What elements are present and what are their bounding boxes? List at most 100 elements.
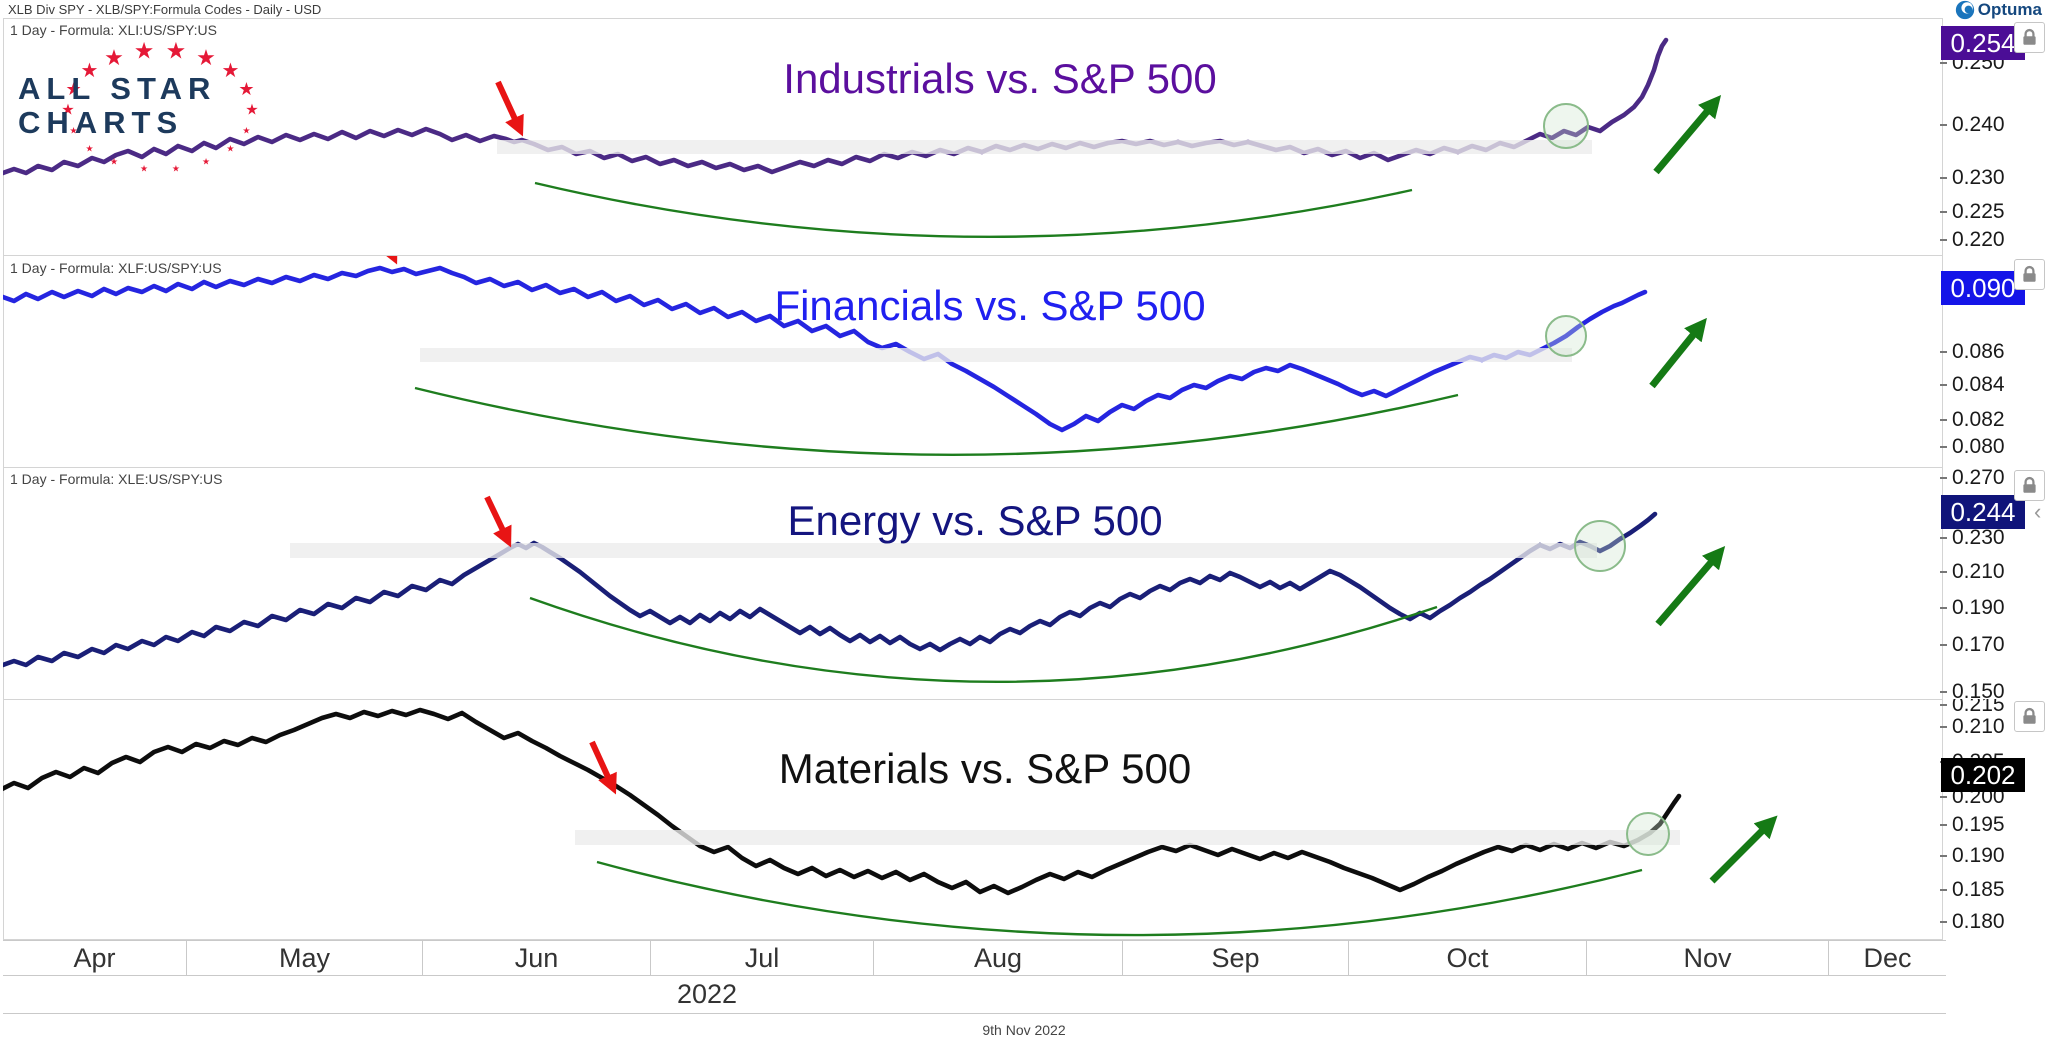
financials-ratio-line[interactable] — [0, 265, 1648, 433]
financials-red-arrow[interactable] — [372, 212, 398, 265]
month-cell-jul: Jul — [650, 941, 873, 976]
materials-base-arc[interactable] — [596, 860, 1643, 937]
axis-tick-mark — [1940, 384, 1947, 386]
star-icon: ★ — [80, 60, 99, 83]
energy-price-axis[interactable]: 0.270 0.230 0.210 0.190 0.170 0.150 0.244 ‹ — [1940, 467, 2048, 699]
axis-tick-label: 0.190 — [1952, 596, 2005, 619]
lock-icon[interactable] — [2014, 470, 2045, 501]
month-cell-nov: Nov — [1586, 941, 1828, 976]
energy-base-arc[interactable] — [529, 596, 1438, 684]
lock-icon[interactable] — [2014, 22, 2045, 53]
axis-tick-label: 0.195 — [1952, 813, 2005, 836]
industrials-red-arrow[interactable] — [495, 80, 524, 137]
materials-breakout-circle[interactable] — [1626, 812, 1670, 856]
axis-tick-label: 0.082 — [1952, 408, 2005, 431]
industrials-panel-title: Industrials vs. S&P 500 — [783, 55, 1217, 102]
month-label: Oct — [1446, 943, 1489, 973]
axis-tick-mark — [1940, 124, 1947, 126]
industrials-resistance-band[interactable] — [497, 140, 1592, 154]
energy-red-arrow[interactable] — [484, 495, 512, 548]
star-icon: ★ — [165, 37, 187, 64]
star-icon: ★ — [69, 125, 78, 136]
axis-tick-mark — [1940, 239, 1947, 241]
materials-resistance-band[interactable] — [575, 830, 1680, 845]
financials-price-axis[interactable]: 0.086 0.084 0.082 0.080 0.090 — [1940, 256, 2048, 467]
axis-tick-mark — [1940, 824, 1947, 826]
industrials-price-axis[interactable]: 0.250 0.240 0.230 0.225 0.220 0.254 — [1940, 18, 2048, 255]
axis-tick-label: 0.210 — [1952, 560, 2005, 583]
energy-green-arrow[interactable] — [1655, 546, 1726, 627]
energy-breakout-circle[interactable] — [1574, 520, 1626, 572]
star-icon: ★ — [85, 143, 94, 154]
energy-formula-label: 1 Day - Formula: XLE:US/SPY:US — [10, 471, 223, 487]
materials-price-axis[interactable]: 0.2150.2100.2050.2000.1950.1900.1850.180… — [1940, 699, 2048, 940]
year-label: 2022 — [677, 979, 738, 1009]
energy-last-price-box: 0.244 — [1941, 495, 2025, 529]
axis-tick-label: 0.210 — [1952, 715, 2005, 738]
month-cell-aug: Aug — [873, 941, 1122, 976]
axis-tick-label: 0.220 — [1952, 228, 2005, 251]
optuma-brand: Optuma — [1955, 0, 2042, 20]
financials-resistance-band[interactable] — [420, 348, 1572, 362]
all-star-charts-logo: ★ ★ ★ ★ ★ ★ ★ ★ ★ ★ ★ ★ ★ ★ ★ ★ ★ ★ ALL STAR CHARTS — [10, 37, 290, 182]
axis-tick-label: 0.185 — [1952, 878, 2005, 901]
industrials-base-arc[interactable] — [534, 181, 1413, 238]
footer-date: 9th Nov 2022 — [982, 1022, 1066, 1038]
energy-panel-title: Energy vs. S&P 500 — [787, 497, 1163, 544]
asc-logo-line2: CHARTS — [18, 105, 184, 140]
axis-tick-label: 0.270 — [1952, 467, 2005, 489]
industrials-green-arrow[interactable] — [1653, 95, 1722, 175]
materials-green-arrow[interactable] — [1709, 815, 1778, 884]
month-cell-sep: Sep — [1122, 941, 1348, 976]
financials-breakout-circle[interactable] — [1545, 315, 1587, 357]
panel-industrials — [3, 37, 1722, 238]
materials-panel-title: Materials vs. S&P 500 — [778, 745, 1192, 792]
panel-separator[interactable] — [3, 699, 1943, 700]
axis-tick-mark — [1940, 446, 1947, 448]
axis-tick-mark — [1940, 211, 1947, 213]
axis-tick-label: 0.215 — [1952, 699, 2005, 716]
star-icon: ★ — [242, 125, 251, 136]
axis-tick-label: 0.190 — [1952, 844, 2005, 867]
energy-ratio-line[interactable] — [0, 511, 1658, 668]
axis-tick-mark — [1940, 889, 1947, 891]
chart-plot-svg — [0, 37, 1778, 937]
materials-last-price-box: 0.202 — [1941, 758, 2025, 792]
axis-tick-mark — [1940, 607, 1947, 609]
axis-tick-label: 0.086 — [1952, 340, 2005, 363]
month-cell-dec: Dec — [1828, 941, 1946, 976]
financials-last-price-box: 0.090 — [1941, 271, 2025, 305]
industrials-breakout-circle[interactable] — [1543, 103, 1589, 149]
axis-tick-label: 0.080 — [1952, 435, 2005, 458]
materials-red-arrow[interactable] — [589, 740, 617, 795]
panel-energy — [0, 495, 1726, 684]
star-icon: ★ — [201, 156, 211, 167]
financials-base-arc[interactable] — [414, 386, 1459, 456]
chart-title-bar: XLB Div SPY - XLB/SPY:Formula Codes - Da… — [8, 2, 322, 17]
materials-ratio-line[interactable] — [0, 707, 1682, 896]
month-label: Dec — [1863, 943, 1912, 973]
axis-tick-mark — [1940, 477, 1947, 479]
asc-logo-text: ALL STAR CHARTS — [18, 72, 216, 140]
axis-tick-mark — [1940, 644, 1947, 646]
star-icon: ★ — [104, 45, 124, 71]
energy-resistance-band[interactable] — [290, 543, 1597, 558]
asc-logo-line1: ALL STAR — [18, 71, 217, 106]
financials-green-arrow[interactable] — [1649, 317, 1707, 389]
star-icon: ★ — [196, 45, 216, 71]
axis-tick-mark — [1940, 704, 1947, 706]
panel-separator[interactable] — [3, 255, 1943, 256]
collapse-chevron-icon[interactable]: ‹ — [2034, 499, 2042, 524]
lock-icon[interactable] — [2014, 259, 2045, 290]
panel-separator[interactable] — [3, 467, 1943, 468]
month-label: Sep — [1211, 943, 1260, 973]
month-cell-jun: Jun — [422, 941, 650, 976]
axis-tick-mark — [1940, 691, 1947, 693]
year-axis-row: 2022 — [3, 976, 1946, 1014]
star-icon: ★ — [171, 163, 181, 174]
star-icon: ★ — [238, 79, 255, 100]
time-axis[interactable]: Apr May Jun Jul Aug Sep Oct Nov Dec — [3, 940, 1946, 976]
lock-icon[interactable] — [2014, 701, 2045, 732]
axis-tick-mark — [1940, 921, 1947, 923]
